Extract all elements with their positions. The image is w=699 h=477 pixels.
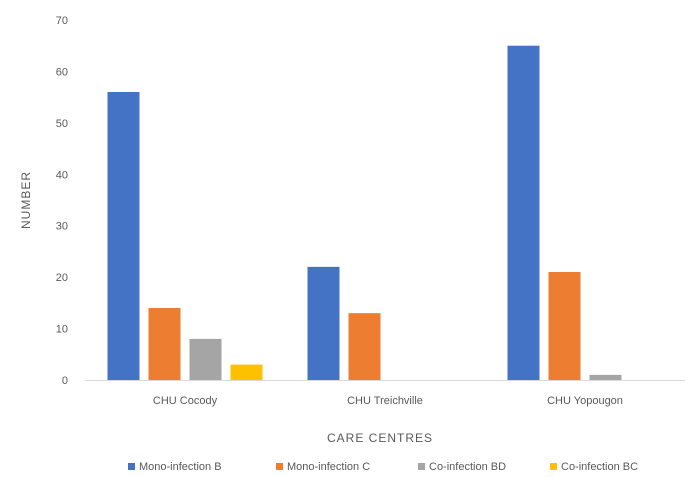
bar [189, 338, 222, 380]
x-axis-title: CARE CENTRES [327, 431, 433, 445]
bar [107, 92, 140, 380]
legend-label: Co-infection BC [561, 461, 638, 473]
y-tick-label: 40 [56, 169, 68, 181]
y-tick-label: 30 [56, 221, 68, 233]
y-tick-label: 10 [56, 324, 68, 336]
bars [107, 45, 622, 380]
bar [548, 272, 581, 380]
bar [148, 308, 181, 380]
bar [589, 374, 622, 380]
category-labels: CHU Cocody CHU Treichville CHU Yopougon [153, 395, 623, 407]
y-tick-label: 50 [56, 118, 68, 130]
bar [348, 313, 381, 380]
x-tick-label: CHU Cocody [153, 395, 218, 407]
y-tick-label: 0 [62, 375, 68, 387]
y-tick-label: 70 [56, 15, 68, 27]
y-axis-title: NUMBER [19, 171, 33, 229]
bar [507, 45, 540, 380]
legend-label: Mono-infection C [287, 461, 370, 473]
legend-swatch [418, 463, 425, 470]
y-axis-ticks: 0 10 20 30 40 50 60 70 [56, 15, 68, 387]
legend-label: Co-infection BD [429, 461, 506, 473]
x-tick-label: CHU Yopougon [547, 395, 623, 407]
legend-swatch [550, 463, 557, 470]
legend-swatch [276, 463, 283, 470]
legend-label: Mono-infection B [139, 461, 222, 473]
bar [230, 364, 263, 380]
x-tick-label: CHU Treichville [347, 395, 423, 407]
y-tick-label: 60 [56, 66, 68, 78]
legend: Mono-infection B Mono-infection C Co-infec… [128, 461, 638, 473]
legend-swatch [128, 463, 135, 470]
bar [307, 266, 340, 380]
y-tick-label: 20 [56, 272, 68, 284]
